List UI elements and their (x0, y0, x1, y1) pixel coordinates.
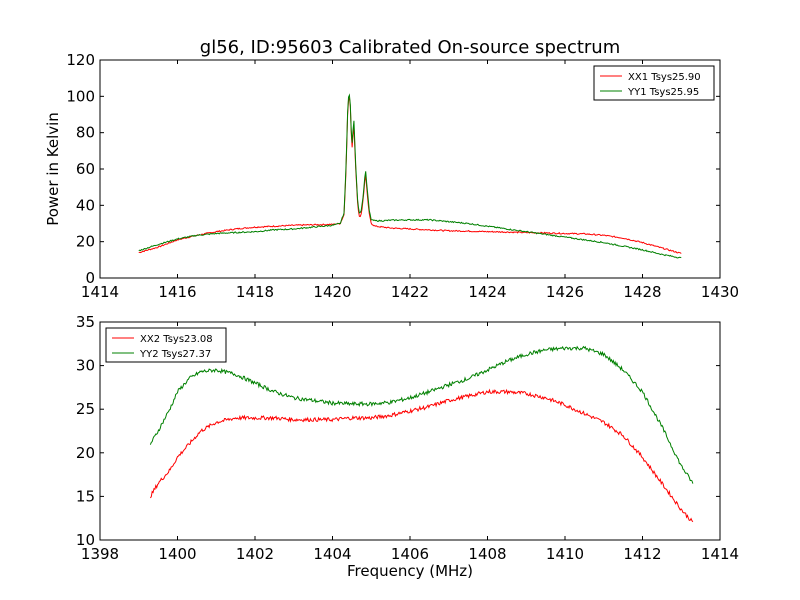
y-tick-label: 20 (76, 444, 95, 462)
x-tick-label: 1404 (313, 545, 351, 563)
y-tick-label: 15 (76, 487, 95, 505)
x-tick-label: 1430 (701, 283, 739, 301)
series-line-green (149, 345, 694, 484)
y-tick-label: 0 (85, 269, 95, 287)
x-tick-label: 1412 (623, 545, 661, 563)
x-tick-label: 1414 (81, 283, 119, 301)
y-tick-label: 80 (76, 124, 95, 142)
legend: XX1 Tsys25.90 YY1 Tsys25.95 (593, 65, 715, 101)
x-axis-label: Frequency (MHz) (347, 562, 473, 580)
x-tick-label: 1398 (81, 545, 119, 563)
series-line-red (149, 388, 694, 523)
y-tick-label: 35 (76, 313, 95, 331)
top-panel: 1414 1416 1418 1420 1422 1424 1426 1428 1430 0 20 4… (66, 51, 739, 301)
x-tick-label: 1422 (391, 283, 429, 301)
y-tick-label: 20 (76, 233, 95, 251)
legend-box (105, 327, 227, 363)
y-tick-label: 25 (76, 400, 95, 418)
y-tick-label: 10 (76, 531, 95, 549)
x-tick-label: 1418 (236, 283, 274, 301)
y-axis-label: Power in Kelvin (44, 112, 62, 226)
y-tick-label: 120 (66, 51, 95, 69)
chart-title: gl56, ID:95603 Calibrated On-source spec… (200, 37, 620, 58)
x-tick-label: 1410 (546, 545, 584, 563)
bottom-panel: 1398 1400 1402 1404 1406 1408 1410 1412 1414 10 15… (76, 313, 739, 563)
y-tick-label: 30 (76, 357, 95, 375)
y-tick-label: 40 (76, 196, 95, 214)
x-tick-label: 1406 (391, 545, 429, 563)
x-tick-label: 1416 (158, 283, 196, 301)
legend-label: XX1 Tsys25.90 (628, 72, 701, 83)
series-line-green (138, 93, 682, 259)
x-tick-label: 1428 (623, 283, 661, 301)
x-tick-label: 1414 (701, 545, 739, 563)
x-tick-label: 1408 (468, 545, 506, 563)
y-tick-label: 100 (66, 87, 95, 105)
x-tick-label: 1400 (158, 545, 196, 563)
y-tick-label: 60 (76, 160, 95, 178)
x-tick-label: 1420 (313, 283, 351, 301)
x-tick-label: 1426 (546, 283, 584, 301)
legend-label: YY1 Tsys25.95 (627, 87, 699, 98)
x-tick-label: 1424 (468, 283, 506, 301)
x-tick-label: 1402 (236, 545, 274, 563)
legend-box (593, 65, 715, 101)
series-line-red (138, 97, 682, 254)
legend-label: YY2 Tsys27.37 (139, 349, 211, 360)
legend-label: XX2 Tsys23.08 (140, 334, 213, 345)
legend: XX2 Tsys23.08 YY2 Tsys27.37 (105, 327, 227, 363)
